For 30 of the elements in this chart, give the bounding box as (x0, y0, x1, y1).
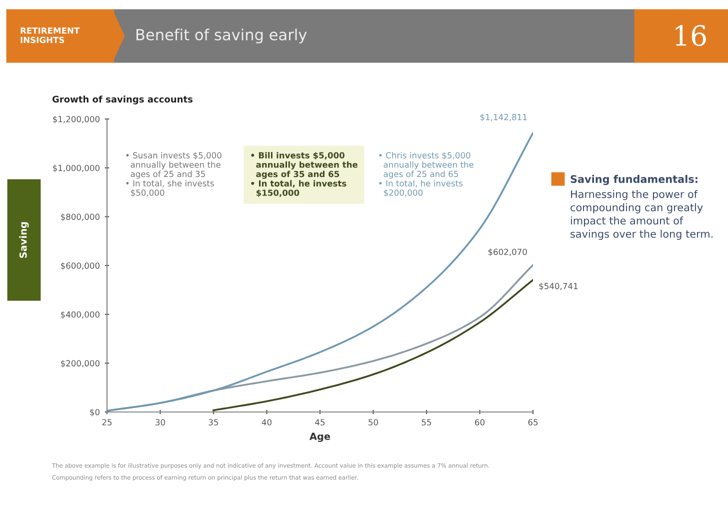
y-tick-label: $600,000 (60, 262, 100, 270)
text: RETIREMENT INSIGHTS (20, 28, 80, 44)
annotation: • Susan invests $5,000 annually between the ages of 25 and 35 • In total, she invests $50,000 (126, 152, 222, 197)
x-tick-label: 35 (208, 419, 218, 426)
x-axis-title: Age (310, 432, 330, 442)
text: 16 (676, 25, 706, 46)
x-tick-label: 55 (422, 419, 432, 426)
data-label: $602,070 (488, 248, 527, 256)
text: Saving fundamentals: (570, 174, 698, 186)
text: Harnessing the power of compounding can greatly impact the amount of savings over the long term. (570, 190, 712, 240)
chart-title: Benefit of saving early (136, 28, 307, 44)
x-tick-label: 40 (262, 419, 272, 426)
x-tick-label: 65 (528, 419, 538, 426)
x-tick-label: 45 (315, 419, 325, 426)
annotation: • Bill invests $5,000 annually between the ages of 35 and 65 • In total, he invests $150,000 (251, 152, 358, 198)
y-tick-label: $200,000 (60, 360, 100, 368)
x-tick-label: 60 (475, 419, 484, 426)
data-label: $540,741 (539, 282, 578, 290)
annotation: • Chris invests $5,000 annually between the ages of 25 and 65 • In total, he invests $200,000 (379, 152, 474, 197)
x-tick-label: 30 (156, 419, 165, 426)
x-tick-label: 50 (368, 419, 378, 426)
y-tick-label: $400,000 (60, 311, 100, 319)
y-tick-label: $800,000 (60, 214, 100, 222)
y-tick-label: $0 (90, 408, 100, 416)
x-tick-label: 25 (102, 419, 112, 426)
chart-subtitle: Growth of savings accounts (52, 96, 193, 104)
y-tick-label: $1,000,000 (53, 164, 100, 172)
text: Saving (19, 222, 29, 258)
data-label: $1,142,811 (480, 114, 527, 122)
y-tick-label: $1,200,000 (53, 116, 100, 124)
